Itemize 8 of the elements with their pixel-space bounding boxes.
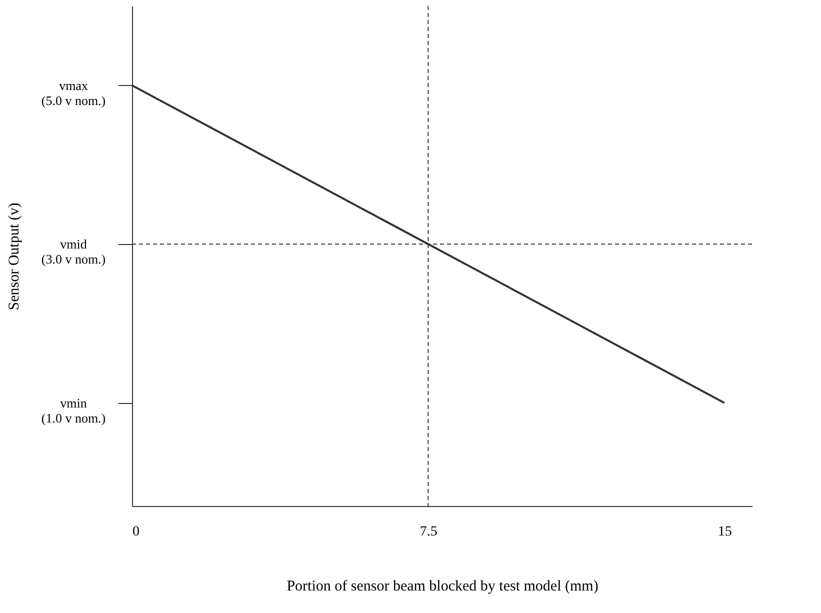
x-tick-label: 7.5 bbox=[420, 524, 438, 540]
x-tick-label: 15 bbox=[718, 524, 732, 540]
y-tick-label: vmid (3.0 v nom.) bbox=[41, 236, 106, 267]
x-tick-label: 0 bbox=[132, 524, 140, 540]
y-axis-title: Sensor Output (v) bbox=[6, 202, 22, 310]
x-axis-title: Portion of sensor beam blocked by test model (mm) bbox=[286, 578, 598, 594]
y-tick-label: vmin (1.0 v nom.) bbox=[41, 395, 106, 426]
y-tick-label: vmax (5.0 v nom.) bbox=[41, 78, 106, 108]
